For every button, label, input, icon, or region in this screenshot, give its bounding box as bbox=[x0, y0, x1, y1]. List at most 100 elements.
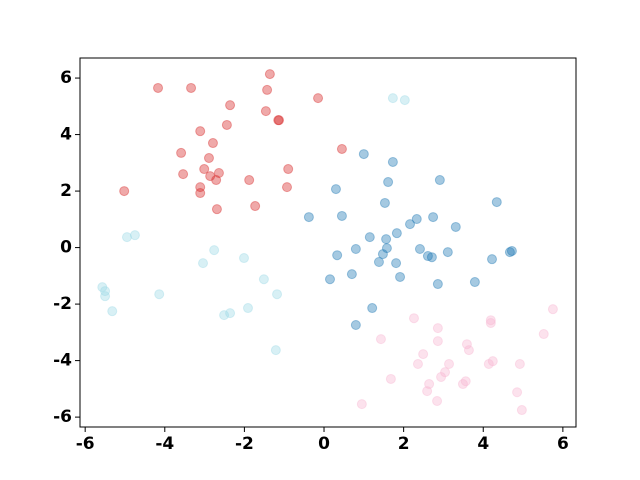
y-tick-label: -4 bbox=[53, 351, 72, 371]
point bbox=[195, 126, 206, 137]
point bbox=[506, 245, 517, 256]
point bbox=[100, 286, 111, 297]
point bbox=[346, 269, 357, 280]
point bbox=[107, 306, 118, 317]
y-tick-label: -6 bbox=[53, 407, 72, 427]
point bbox=[283, 164, 294, 175]
x-tick-label: -6 bbox=[76, 434, 95, 454]
point bbox=[97, 282, 108, 293]
point bbox=[199, 164, 210, 175]
point bbox=[375, 334, 386, 345]
point bbox=[483, 358, 494, 369]
point bbox=[444, 358, 455, 369]
point bbox=[186, 82, 197, 93]
y-tick-label: -2 bbox=[53, 294, 72, 314]
point bbox=[364, 232, 375, 243]
point bbox=[547, 304, 558, 315]
point bbox=[350, 243, 361, 254]
point bbox=[504, 247, 515, 258]
point bbox=[381, 243, 392, 254]
point bbox=[260, 106, 271, 117]
point bbox=[463, 345, 474, 356]
point bbox=[450, 221, 461, 232]
plot-frame bbox=[79, 57, 577, 428]
point bbox=[274, 115, 285, 126]
point bbox=[367, 303, 378, 314]
point bbox=[395, 271, 406, 282]
point bbox=[379, 197, 390, 208]
point bbox=[432, 279, 443, 290]
point bbox=[436, 371, 447, 382]
point bbox=[178, 169, 189, 180]
point bbox=[273, 115, 284, 126]
point bbox=[373, 256, 384, 267]
point bbox=[432, 336, 443, 347]
x-tick-label: -4 bbox=[155, 434, 174, 454]
point bbox=[399, 95, 410, 106]
x-tick-label: 2 bbox=[398, 434, 410, 454]
y-tick-label: 6 bbox=[60, 68, 72, 88]
point bbox=[119, 186, 130, 197]
y-tick-label: 0 bbox=[60, 238, 72, 258]
point bbox=[195, 182, 206, 193]
y-tick-label: 2 bbox=[60, 181, 72, 201]
point bbox=[432, 396, 443, 407]
point bbox=[225, 100, 236, 111]
point bbox=[242, 303, 253, 314]
point bbox=[485, 318, 496, 329]
point bbox=[408, 313, 419, 324]
point bbox=[211, 204, 222, 215]
point bbox=[350, 320, 361, 331]
point bbox=[205, 171, 216, 182]
point bbox=[414, 243, 425, 254]
point bbox=[154, 289, 165, 300]
point bbox=[358, 149, 369, 160]
point bbox=[270, 345, 281, 356]
point bbox=[487, 356, 498, 367]
point bbox=[491, 197, 502, 208]
point bbox=[412, 358, 423, 369]
point bbox=[387, 93, 398, 104]
point bbox=[512, 387, 523, 398]
point bbox=[516, 405, 527, 416]
point bbox=[377, 249, 388, 260]
point bbox=[198, 258, 209, 269]
point bbox=[221, 119, 232, 130]
point bbox=[176, 147, 187, 158]
x-tick-label: 4 bbox=[477, 434, 489, 454]
point bbox=[211, 175, 222, 186]
point bbox=[332, 250, 343, 261]
point bbox=[203, 153, 214, 164]
point bbox=[440, 367, 451, 378]
point bbox=[207, 138, 218, 149]
point bbox=[153, 82, 164, 93]
point bbox=[487, 254, 498, 265]
point bbox=[324, 274, 335, 285]
point bbox=[422, 251, 433, 262]
point bbox=[258, 274, 269, 285]
point bbox=[356, 399, 367, 410]
point bbox=[129, 230, 140, 241]
point bbox=[244, 175, 255, 186]
point bbox=[461, 339, 472, 350]
point bbox=[428, 212, 439, 223]
point bbox=[121, 232, 132, 243]
point bbox=[418, 349, 429, 360]
point bbox=[336, 143, 347, 154]
point bbox=[239, 253, 250, 264]
point bbox=[538, 329, 549, 340]
point bbox=[405, 219, 416, 230]
point bbox=[381, 234, 392, 245]
point bbox=[460, 376, 471, 387]
point bbox=[264, 69, 275, 80]
point bbox=[281, 182, 292, 193]
point bbox=[457, 379, 468, 390]
point bbox=[330, 184, 341, 195]
point bbox=[272, 289, 283, 300]
point bbox=[426, 252, 437, 263]
point bbox=[422, 386, 433, 397]
point bbox=[385, 373, 396, 384]
point bbox=[391, 228, 402, 239]
point bbox=[195, 188, 206, 199]
